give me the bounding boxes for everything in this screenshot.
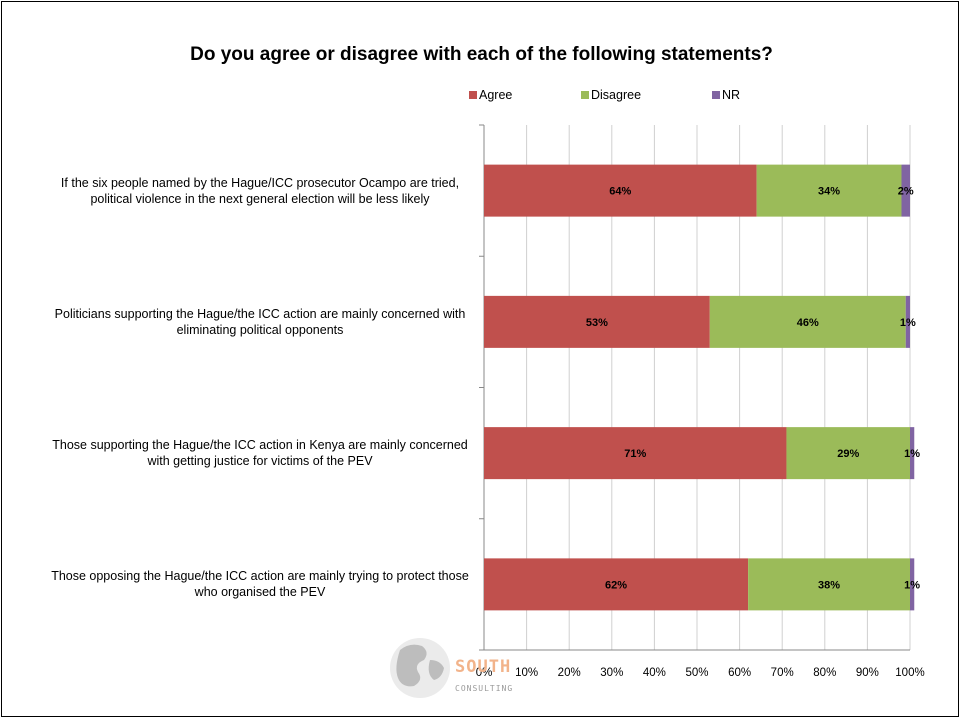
x-tick-label: 30% <box>600 667 623 679</box>
data-label: 34% <box>818 186 840 198</box>
bar-agree <box>484 427 787 480</box>
x-tick-label: 90% <box>856 667 879 679</box>
legend-swatch-nr <box>712 91 720 99</box>
bar-nr <box>910 558 915 611</box>
data-label: 1% <box>904 579 920 591</box>
bar-agree <box>484 295 710 348</box>
bar-nr <box>905 295 910 348</box>
legend-label-disagree: Disagree <box>591 88 641 102</box>
data-label: 64% <box>609 186 631 198</box>
data-label: 1% <box>900 317 916 329</box>
category-label: Those opposing the Hague/the ICC action … <box>51 569 469 600</box>
x-tick-label: 80% <box>813 667 836 679</box>
legend-label-agree: Agree <box>479 88 512 102</box>
data-label: 1% <box>904 448 920 460</box>
x-tick-label: 0% <box>476 667 493 679</box>
data-label: 53% <box>586 317 608 329</box>
x-tick-label: 20% <box>558 667 581 679</box>
bar-agree <box>484 164 757 217</box>
data-label: 71% <box>624 448 646 460</box>
data-label: 38% <box>818 579 840 591</box>
legend-swatch-disagree <box>581 91 589 99</box>
logo-subtext: CONSULTING <box>455 684 514 693</box>
bar-nr <box>901 164 910 217</box>
x-tick-label: 70% <box>771 667 794 679</box>
legend-swatch-agree <box>469 91 477 99</box>
category-label: If the six people named by the Hague/ICC… <box>60 175 460 206</box>
bar-disagree <box>786 427 910 480</box>
data-label: 62% <box>605 579 627 591</box>
data-label: 29% <box>837 448 859 460</box>
category-label: Politicians supporting the Hague/the ICC… <box>54 306 466 337</box>
x-tick-label: 100% <box>895 667 924 679</box>
legend-label-nr: NR <box>722 88 740 102</box>
bar-disagree <box>709 295 906 348</box>
data-label: 46% <box>797 317 819 329</box>
bar-nr <box>910 427 915 480</box>
logo-wordmark: SOUTH <box>455 657 512 677</box>
x-tick-label: 60% <box>728 667 751 679</box>
x-tick-label: 50% <box>685 667 708 679</box>
bar-agree <box>484 558 749 611</box>
data-label: 2% <box>898 186 914 198</box>
category-label: Those supporting the Hague/the ICC actio… <box>52 438 468 469</box>
x-tick-label: 40% <box>643 667 666 679</box>
chart-title: Do you agree or disagree with each of th… <box>190 44 773 65</box>
bar-disagree <box>748 558 910 611</box>
globe-icon <box>390 638 450 698</box>
bar-disagree <box>756 164 902 217</box>
x-tick-label: 10% <box>515 667 538 679</box>
